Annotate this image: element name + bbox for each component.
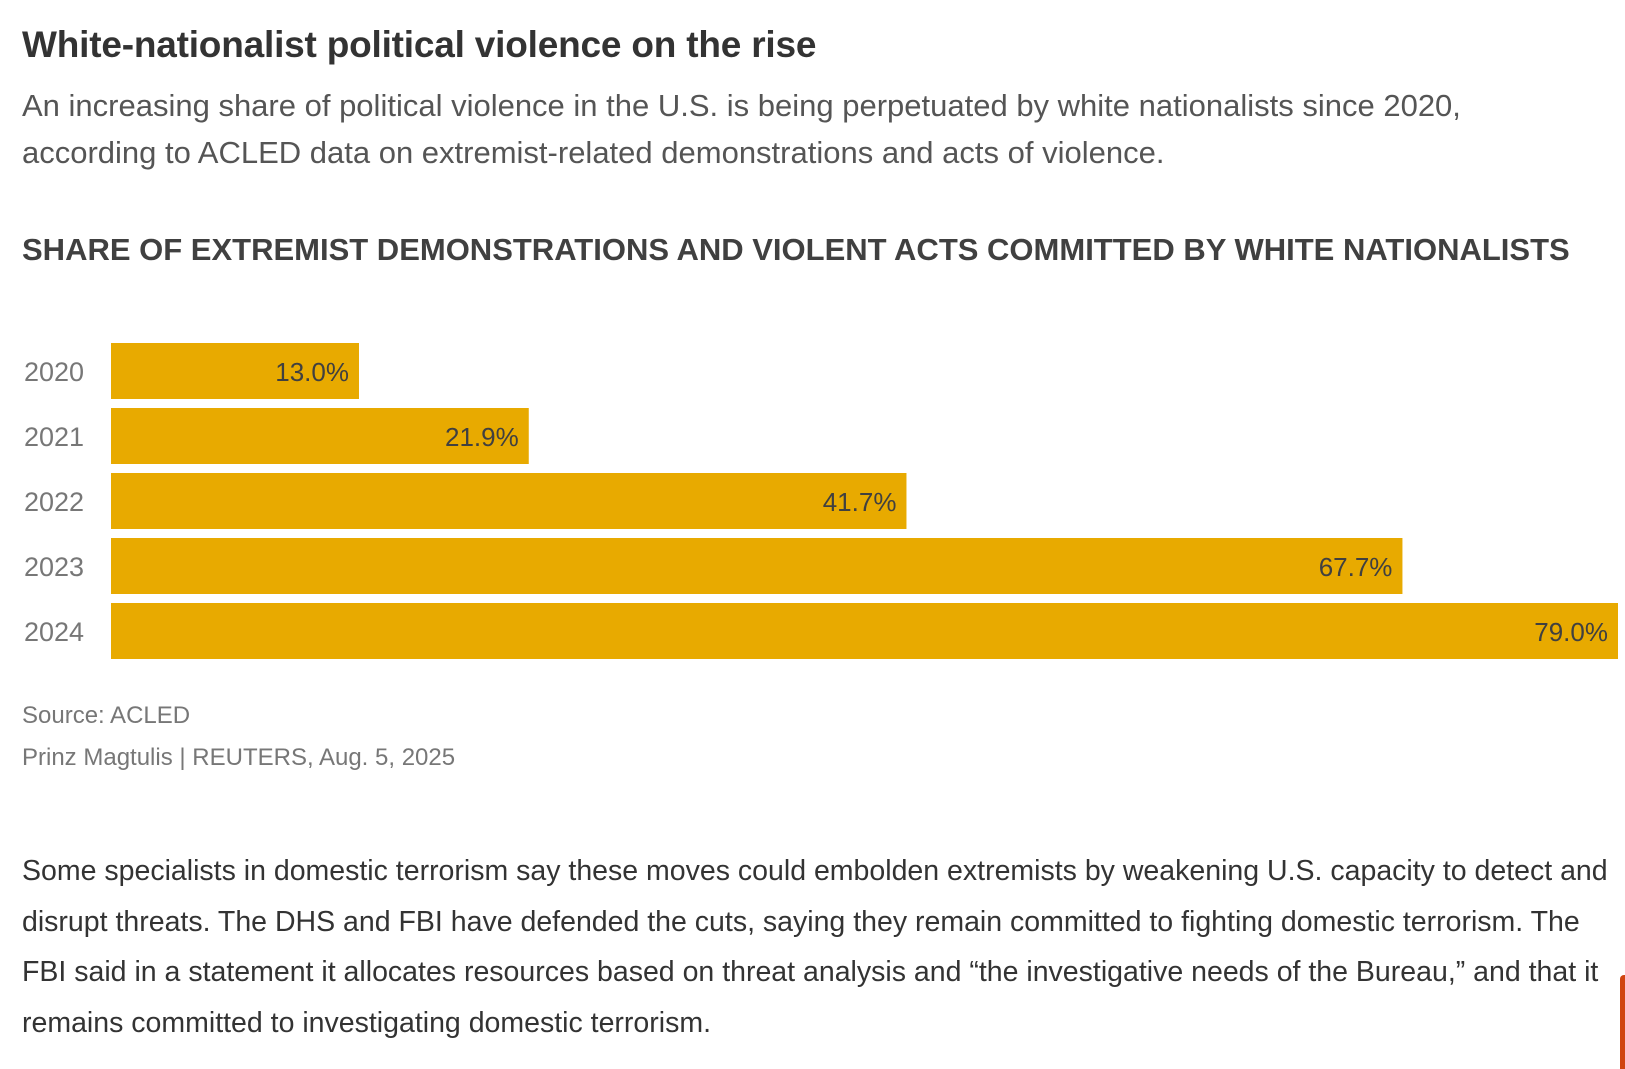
bar-2024	[111, 603, 1618, 659]
headline: White-nationalist political violence on …	[22, 24, 817, 65]
bar-2021	[111, 408, 529, 464]
bar-chart: 2020 13.0% 2021 21.9% 2022 41.7% 2023 67.7% 2024…	[24, 343, 1618, 659]
category-label-2020: 2020	[24, 357, 84, 387]
value-label-2022: 41.7%	[823, 487, 897, 517]
bar-2022	[111, 473, 907, 529]
bar-2023	[111, 538, 1403, 594]
value-label-2020: 13.0%	[275, 357, 349, 387]
source-note: Source: ACLED	[22, 702, 191, 729]
category-label-2024: 2024	[24, 617, 84, 647]
category-label-2022: 2022	[24, 487, 84, 517]
category-label-2023: 2023	[24, 552, 84, 582]
value-label-2024: 79.0%	[1534, 617, 1608, 647]
value-label-2023: 67.7%	[1319, 552, 1393, 582]
byline-credit: Prinz Magtulis | REUTERS, Aug. 5, 2025	[22, 744, 456, 771]
value-label-2021: 21.9%	[445, 422, 519, 452]
chart-title: SHARE OF EXTREMIST DEMONSTRATIONS AND VI…	[22, 232, 1570, 267]
article-paragraph: Some specialists in domestic terrorism s…	[22, 855, 1608, 1039]
edge-tab[interactable]	[1620, 975, 1625, 1069]
subhead: An increasing share of political violenc…	[22, 88, 1461, 170]
bar-2020	[111, 343, 359, 399]
category-label-2021: 2021	[24, 422, 84, 452]
